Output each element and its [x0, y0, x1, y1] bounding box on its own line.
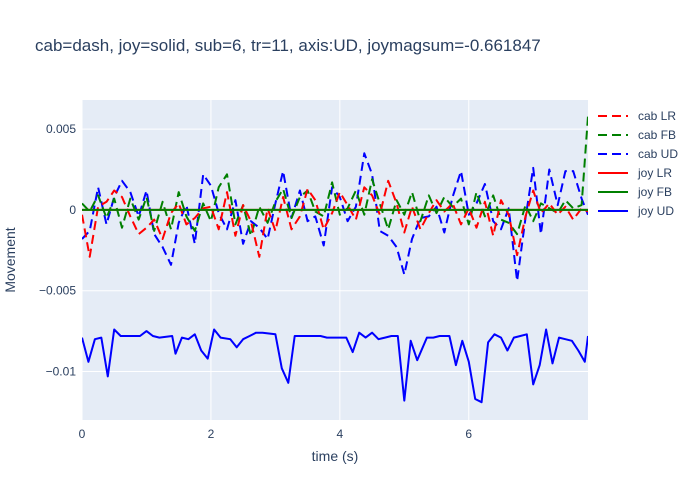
legend-label: joy LR: [637, 166, 672, 180]
x-tick-label: 0: [79, 427, 86, 441]
y-axis-ticks: 0.005 0 −0.005 −0.01: [39, 122, 76, 378]
y-tick-label: 0.005: [46, 122, 76, 136]
x-axis-ticks: 0 2 4 6: [79, 427, 473, 441]
legend: cab LR cab FB cab UD joy LR joy FB joy UD: [598, 109, 678, 218]
y-tick-label: −0.01: [46, 365, 77, 379]
x-axis-title: time (s): [312, 448, 359, 464]
chart-title: cab=dash, joy=solid, sub=6, tr=11, axis:…: [35, 36, 541, 55]
x-tick-label: 4: [336, 427, 343, 441]
y-axis-title: Movement: [2, 227, 18, 292]
legend-label: cab LR: [638, 109, 676, 123]
y-tick-label: 0: [69, 203, 76, 217]
x-tick-label: 2: [208, 427, 215, 441]
legend-label: joy UD: [637, 204, 674, 218]
legend-label: cab UD: [638, 147, 678, 161]
legend-label: cab FB: [638, 128, 676, 142]
x-tick-label: 6: [465, 427, 472, 441]
legend-label: joy FB: [637, 185, 672, 199]
y-tick-label: −0.005: [39, 284, 76, 298]
